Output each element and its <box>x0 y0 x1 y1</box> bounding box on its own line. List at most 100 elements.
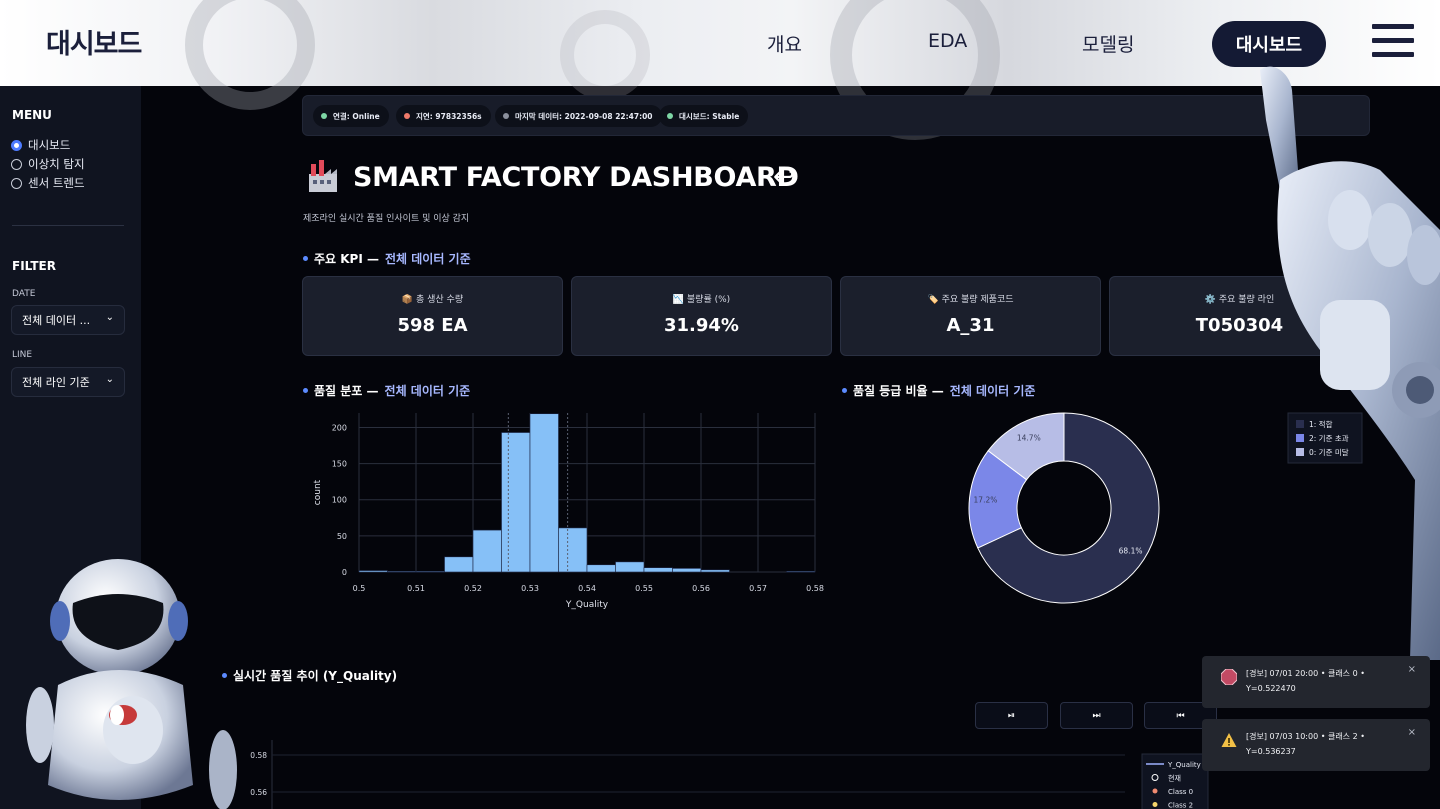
menu-heading: MENU <box>12 108 52 122</box>
nav-link-eda[interactable]: EDA <box>928 30 968 52</box>
brand-logo[interactable]: 대시보드 <box>46 29 142 60</box>
kpi-label: 주요 불량 라인 <box>1218 295 1275 305</box>
kpi-value: A_31 <box>946 315 995 336</box>
page-subtitle: 제조라인 실시간 품질 인사이트 및 이상 감지 <box>303 214 470 224</box>
status-dot-icon <box>321 113 327 119</box>
gear-icon: ⚙️ <box>1204 295 1216 305</box>
y-tick-label: 100 <box>332 496 347 505</box>
radio-icon[interactable] <box>11 177 22 189</box>
kpi-label: 불량률 (%) <box>686 295 731 305</box>
legend-label: 2: 기준 초과 <box>1309 434 1349 443</box>
histogram-bar <box>786 570 816 573</box>
x-tick-label: 0.53 <box>521 584 539 593</box>
status-dot-icon <box>404 113 410 119</box>
fast-forward-button[interactable]: ⏭ <box>1060 702 1133 729</box>
menu-radio-sensor-trend[interactable]: 센서 트렌드 <box>11 175 85 191</box>
legend-label: 0: 기준 미달 <box>1309 448 1349 457</box>
histogram-bar <box>529 413 559 573</box>
y-tick-label: 0.58 <box>250 751 267 760</box>
kpi-value: 598 EA <box>397 315 468 336</box>
x-tick-label: 0.56 <box>692 584 710 593</box>
legend-box <box>1141 753 1209 809</box>
menu-radio-dashboard[interactable]: 대시보드 <box>11 137 70 153</box>
x-tick-label: 0.55 <box>635 584 653 593</box>
alert-toast[interactable]: [경보] 07/01 20:00 • 클래스 0 • Y=0.522470 × <box>1202 656 1430 708</box>
line-select-value: 전체 라인 기준 <box>22 376 90 389</box>
trend-section-heading: 실시간 품질 추이 (Y_Quality) <box>222 667 397 684</box>
donut-slice-label: 17.2% <box>974 496 998 505</box>
histogram-bar <box>387 570 417 573</box>
kpi-value: 31.94% <box>664 315 739 336</box>
warning-icon <box>1221 733 1237 747</box>
date-label: DATE <box>12 289 36 299</box>
donut-slice-label: 14.7% <box>1017 433 1041 442</box>
x-tick-label: 0.58 <box>806 584 824 593</box>
y-tick-label: 0 <box>342 568 347 577</box>
x-axis-label: Y_Quality <box>565 600 609 610</box>
menu-radio-anomaly[interactable]: 이상치 탐지 <box>11 156 85 172</box>
kpi-card-defect-rate: 📉 불량률 (%) 31.94% <box>571 276 832 356</box>
donut-slice-label: 68.1% <box>1119 547 1143 556</box>
quality-grade-donut[interactable]: 68.1% 17.2% 14.7% 1: 적합 2: 기준 초과 0: 기준 미달 <box>940 405 1380 615</box>
close-icon[interactable]: × <box>1407 727 1416 738</box>
legend-swatch <box>1296 448 1304 456</box>
kpi-section-heading: 주요 KPI — 전체 데이터 기준 <box>303 250 471 267</box>
menu-item-label: 대시보드 <box>28 138 71 152</box>
quality-trend-chart[interactable]: 0.58 0.56 Y_Quality 현재 Class 0 Class 2 <box>240 740 1210 809</box>
quality-histogram[interactable]: 0.5 0.51 0.52 0.53 0.54 0.55 0.56 0.57 0.58 0 50 10… <box>300 405 830 620</box>
y-tick-label: 150 <box>332 460 347 469</box>
status-connection: 연결: Online <box>313 105 389 127</box>
link-icon[interactable]: ↩ <box>773 162 795 192</box>
kpi-value: T050304 <box>1195 315 1284 336</box>
alert-toast[interactable]: [경보] 07/03 10:00 • 클래스 2 • Y=0.536237 × <box>1202 719 1430 771</box>
histogram-bar <box>558 527 588 573</box>
donut-legend: 1: 적합 2: 기준 초과 0: 기준 미달 <box>1287 412 1363 464</box>
kpi-label: 주요 불량 제품코드 <box>941 295 1014 305</box>
bullet-icon <box>303 388 308 393</box>
radio-icon[interactable] <box>11 158 22 170</box>
chart-down-icon: 📉 <box>672 295 685 305</box>
legend-swatch <box>1296 434 1304 442</box>
donut-slice <box>977 412 1160 604</box>
status-last-data: 마지막 데이터: 2022-09-08 22:47:00 <box>495 105 662 127</box>
legend-marker <box>1152 802 1158 807</box>
play-pause-button[interactable]: ⏯ <box>975 702 1048 729</box>
hist-section-heading: 품질 분포 — 전체 데이터 기준 <box>303 382 470 399</box>
robot-hand-illustration <box>1260 66 1440 660</box>
kpi-label: 총 생산 수량 <box>415 295 464 305</box>
status-bar: 연결: Online 지연: 97832356s 마지막 데이터: 2022-0… <box>302 95 1370 136</box>
status-latency: 지연: 97832356s <box>396 105 491 127</box>
x-tick-label: 0.52 <box>464 584 482 593</box>
menu-item-label: 센서 트렌드 <box>28 176 85 190</box>
x-tick-label: 0.54 <box>578 584 596 593</box>
y-tick-label: 200 <box>332 423 347 432</box>
kpi-card-defect-product: 🏷️ 주요 불량 제품코드 A_31 <box>840 276 1101 356</box>
sidebar-divider <box>12 225 124 226</box>
x-tick-label: 0.57 <box>749 584 767 593</box>
histogram-bar <box>472 529 502 573</box>
date-select-value: 전체 데이터 ... <box>22 314 91 327</box>
tag-icon: 🏷️ <box>927 295 939 305</box>
close-icon[interactable]: × <box>1407 664 1416 675</box>
nav-link-modeling[interactable]: 모델링 <box>1082 34 1135 56</box>
donut-slice <box>987 412 1065 481</box>
radio-selected-icon[interactable] <box>11 139 22 151</box>
date-select[interactable]: 전체 데이터 ... ⌄ <box>11 305 125 335</box>
histogram-bar <box>700 569 730 573</box>
nav-link-overview[interactable]: 개요 <box>767 34 802 56</box>
histogram-bar <box>444 556 474 573</box>
line-select[interactable]: 전체 라인 기준 ⌄ <box>11 367 125 397</box>
legend-marker <box>1151 774 1159 781</box>
x-tick-label: 0.51 <box>407 584 425 593</box>
histogram-bar <box>415 570 445 573</box>
nav-link-dashboard[interactable]: 대시보드 <box>1212 21 1326 67</box>
menu-item-label: 이상치 탐지 <box>28 157 85 171</box>
alert-text: [경보] 07/01 20:00 • 클래스 0 • Y=0.522470 <box>1246 669 1365 693</box>
status-dot-icon <box>503 113 509 119</box>
gear-background-icon <box>560 10 650 100</box>
line-label: LINE <box>12 350 33 360</box>
legend-label: Y_Quality <box>1167 761 1201 769</box>
hamburger-menu-icon[interactable] <box>1372 24 1414 60</box>
chevron-down-icon: ⌄ <box>105 374 114 385</box>
alert-text: [경보] 07/03 10:00 • 클래스 2 • Y=0.536237 <box>1246 732 1365 756</box>
